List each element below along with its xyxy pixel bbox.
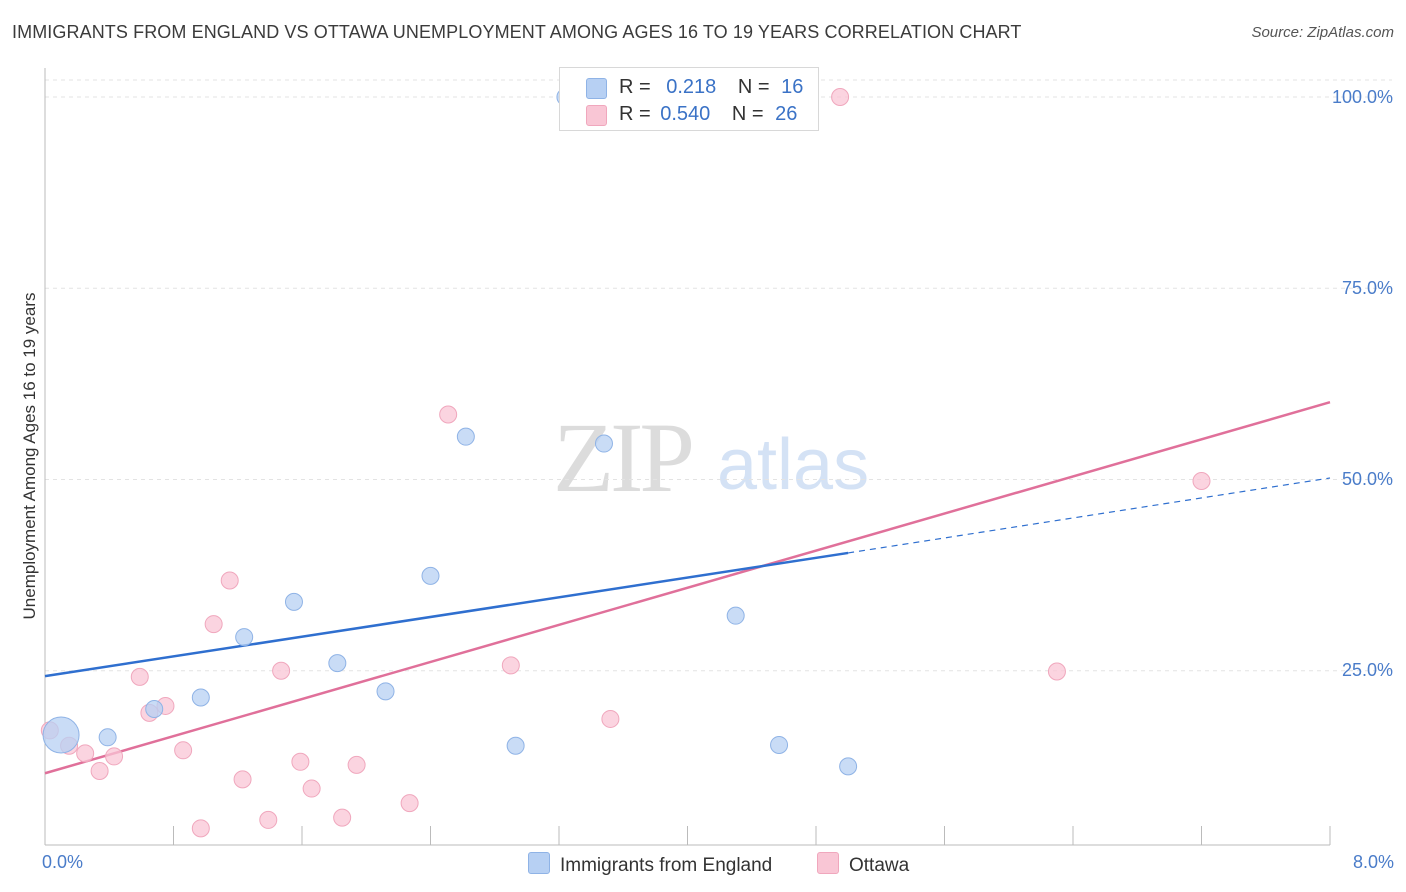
ottawa-legend-icon: [817, 852, 839, 874]
y-tick-25: 25.0%: [1341, 660, 1393, 680]
y-tick-100: 100.0%: [1331, 87, 1393, 107]
ottawa-point: [439, 405, 458, 424]
ottawa-point: [333, 808, 352, 827]
england-point: [456, 427, 475, 446]
ottawa-point: [1047, 662, 1066, 681]
england-trend-line: [44, 551, 849, 678]
grid-lines: [45, 79, 1392, 672]
y-tick-50: 50.0%: [1341, 469, 1393, 489]
ottawa-point: [204, 615, 223, 634]
y-axis-label: Unemployment Among Ages 16 to 19 years: [20, 292, 39, 620]
ottawa-swatch-icon: [586, 105, 607, 126]
england-point: [726, 606, 745, 625]
ottawa-trend-line: [44, 401, 1331, 775]
england-legend-icon: [528, 852, 550, 874]
axes: [44, 68, 1331, 846]
ottawa-point: [291, 752, 310, 771]
legend-r-label: R =: [619, 103, 651, 125]
ottawa-point: [90, 761, 109, 780]
chart-title: IMMIGRANTS FROM ENGLAND VS OTTAWA UNEMPL…: [12, 22, 1022, 42]
ottawa-point: [174, 741, 193, 760]
england-point: [42, 716, 80, 754]
ottawa-point: [76, 744, 95, 763]
england-point: [376, 682, 395, 701]
ottawa-point: [831, 88, 850, 106]
ottawa-point: [272, 661, 291, 680]
ottawa-point: [105, 747, 124, 766]
england-point: [839, 757, 858, 776]
ottawa-point: [259, 810, 278, 829]
legend-n-value: 16: [781, 76, 804, 98]
watermark-atlas: atlas: [717, 425, 870, 505]
ottawa-point: [302, 779, 321, 798]
ottawa-point: [347, 755, 366, 774]
bottom-legend-ottawa-label: Ottawa: [849, 855, 910, 876]
england-point: [235, 628, 254, 647]
england-point: [506, 736, 525, 755]
england-point: [145, 700, 164, 718]
source-label: Source: ZipAtlas.com: [1251, 24, 1394, 41]
watermark-zip: ZIP: [553, 402, 695, 513]
legend-r-value: 0.540: [660, 103, 711, 125]
england-point: [770, 735, 789, 754]
bottom-legend-england: Immigrants from England: [528, 852, 772, 877]
ottawa-point: [601, 709, 620, 728]
legend-n-label: N =: [731, 103, 764, 125]
england-trend-extension: [848, 477, 1331, 554]
ottawa-point: [1192, 472, 1211, 491]
england-point: [284, 592, 303, 611]
ottawa-point: [220, 571, 239, 590]
x-tick-min: 0.0%: [42, 852, 84, 872]
bottom-legend-england-label: Immigrants from England: [560, 855, 773, 876]
england-point: [98, 728, 117, 747]
bottom-legend-ottawa: Ottawa: [817, 852, 909, 877]
england-point: [191, 688, 210, 707]
legend-r-label: R =: [619, 76, 651, 98]
england-swatch-icon: [586, 78, 607, 99]
y-tick-75: 75.0%: [1341, 278, 1393, 298]
ottawa-point: [501, 656, 520, 675]
x-tick-max: 8.0%: [1352, 852, 1394, 872]
england-point: [421, 566, 440, 585]
england-point: [594, 434, 613, 453]
legend-row-ottawa: R = 0.540 N = 26: [586, 103, 797, 126]
ottawa-point: [233, 770, 252, 789]
ottawa-point: [400, 794, 419, 813]
stats-legend: R = 0.218 N = 16 R = 0.540 N = 26: [559, 67, 819, 131]
england-point: [328, 654, 347, 673]
legend-n-label: N =: [737, 76, 770, 98]
trend-lines: [44, 401, 1331, 775]
ottawa-point: [130, 667, 149, 686]
legend-r-value: 0.218: [666, 76, 717, 98]
legend-n-value: 26: [775, 103, 798, 125]
legend-row-england: R = 0.218 N = 16: [586, 76, 803, 99]
ottawa-point: [191, 819, 210, 838]
